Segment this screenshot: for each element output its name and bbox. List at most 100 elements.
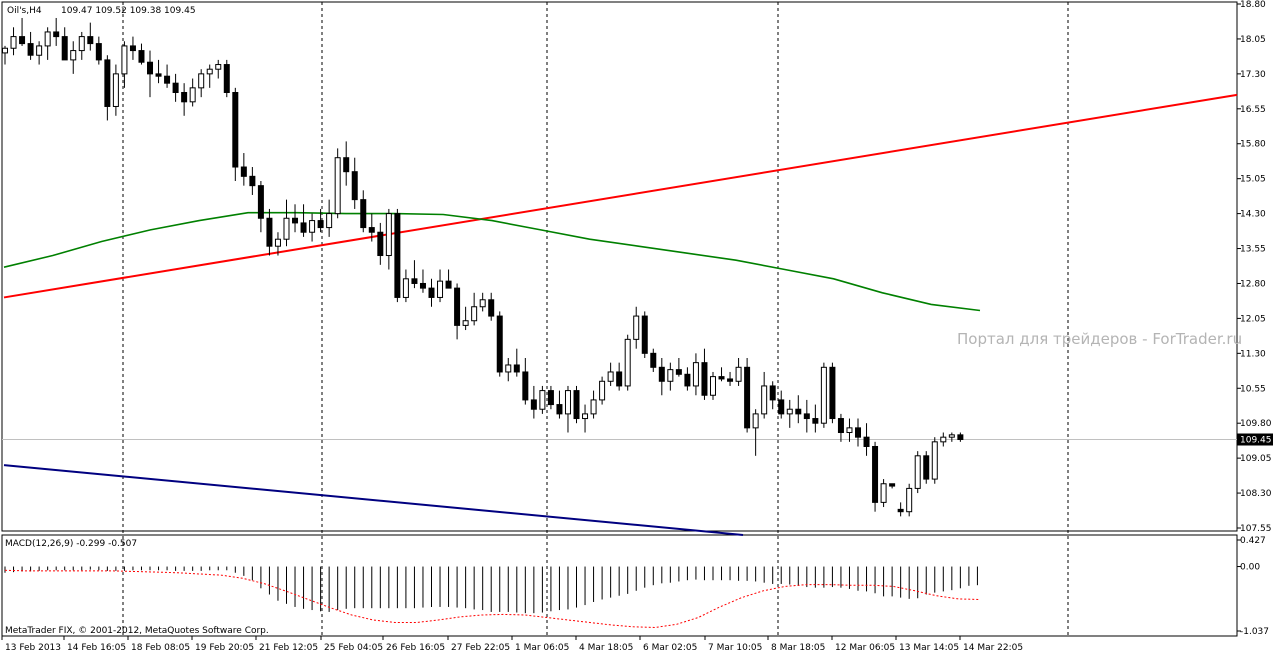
candle-body — [906, 487, 913, 513]
candle-body — [744, 366, 751, 429]
trend-line-red — [3, 93, 1238, 299]
time-tick-label: 1 Mar 06:05 — [515, 643, 569, 653]
price-panel-border — [1, 1, 1238, 532]
candle-body — [692, 362, 699, 387]
macd-label: MACD(12,26,9) -0.299 -0.507 — [5, 539, 137, 549]
candle-body — [147, 61, 154, 75]
candle-body — [803, 413, 810, 420]
price-tick-label: 109.80 — [1240, 419, 1272, 429]
candle-body — [360, 199, 367, 229]
candle-body — [923, 455, 930, 480]
candle-body — [249, 175, 256, 187]
candle-body — [863, 436, 870, 447]
candle-body — [292, 217, 299, 224]
candle-body — [872, 445, 879, 503]
price-tick-label: 11.30 — [1240, 349, 1266, 359]
price-tick-label: 18.05 — [1240, 35, 1266, 45]
candle-body — [479, 299, 486, 308]
candle-body — [189, 87, 196, 103]
candle-body — [181, 91, 188, 103]
candle-body — [855, 427, 861, 438]
time-tick-label: 21 Feb 12:05 — [259, 643, 318, 653]
candle-body — [718, 376, 725, 380]
candle-body — [368, 227, 375, 233]
candle-body — [650, 352, 657, 368]
candle-body — [198, 73, 205, 89]
ohlc-readout: 109.47 109.52 109.38 109.45 — [61, 6, 196, 16]
price-tick-label: 13.55 — [1240, 245, 1266, 255]
price-tick-label: 12.80 — [1240, 279, 1266, 289]
candle-body — [2, 47, 8, 54]
time-tick-label: 6 Mar 02:05 — [643, 643, 697, 653]
macd-tick-label: -1.037 — [1240, 627, 1269, 637]
candle-body — [471, 306, 478, 322]
candle-body — [411, 278, 418, 284]
candle-body — [36, 45, 43, 56]
candle-body — [812, 418, 819, 424]
time-tick-label: 12 Mar 06:05 — [835, 643, 895, 653]
candle-body — [786, 408, 793, 415]
macd-panel-border — [1, 534, 1238, 637]
time-tick-label: 4 Mar 18:05 — [579, 643, 633, 653]
macd-signal-line — [4, 569, 981, 629]
candle-body — [513, 364, 520, 373]
candle-body — [95, 43, 102, 61]
candle-body — [454, 287, 461, 326]
macd-tick-label: 0.427 — [1240, 536, 1266, 546]
candle-body — [496, 315, 503, 373]
candle-body — [505, 364, 512, 373]
candle-body — [778, 399, 785, 415]
candle-body — [641, 315, 648, 354]
symbol-label: Oil's,H4 — [7, 6, 42, 16]
candle-body — [377, 231, 384, 257]
candle-body — [667, 369, 674, 382]
price-tick-label: 107.55 — [1240, 524, 1272, 534]
candle-body — [300, 222, 307, 233]
overlays — [2, 93, 1238, 536]
price-tick-label: 109.05 — [1240, 454, 1272, 464]
candle-body — [761, 385, 768, 415]
candle-body — [889, 483, 896, 487]
candle-body — [675, 369, 682, 375]
candle-body — [658, 366, 665, 382]
candle-body — [957, 434, 964, 441]
price-tick-label: 108.30 — [1240, 489, 1272, 499]
candle-body — [129, 45, 136, 52]
candle-body — [897, 508, 904, 513]
price-tick-label: 15.80 — [1240, 140, 1266, 150]
macd-panel — [4, 566, 981, 629]
price-panel — [1, 1, 1238, 637]
price-tick-label: 17.30 — [1240, 70, 1266, 80]
price-tick-label: 10.55 — [1240, 384, 1266, 394]
time-tick-label: 18 Feb 08:05 — [131, 643, 190, 653]
candle-body — [10, 36, 17, 49]
candle-body — [172, 82, 179, 93]
candle-body — [547, 390, 554, 406]
candle-body — [735, 366, 742, 382]
candle-body — [232, 91, 239, 168]
time-tick-label: 25 Feb 04:05 — [324, 643, 383, 653]
candle-body — [948, 434, 955, 438]
time-tick-label: 14 Feb 16:05 — [67, 643, 126, 653]
candle-body — [590, 399, 597, 415]
candle-body — [274, 238, 281, 247]
candle-body — [257, 185, 264, 219]
candle-body — [44, 31, 51, 47]
candle-body — [206, 68, 213, 75]
candle-body — [607, 371, 614, 382]
candle-body — [326, 213, 333, 229]
candle-body — [53, 31, 60, 38]
time-tick-label: 13 Mar 14:05 — [899, 643, 959, 653]
candle-body — [138, 50, 145, 63]
candle-body — [880, 483, 887, 503]
candle-body — [266, 217, 273, 247]
price-tick-label: 14.30 — [1240, 210, 1266, 220]
candle-body — [419, 282, 426, 289]
candle-body — [394, 213, 401, 298]
price-tick-label: 15.05 — [1240, 175, 1266, 185]
candle-body — [78, 36, 85, 52]
candle-body — [215, 64, 222, 70]
